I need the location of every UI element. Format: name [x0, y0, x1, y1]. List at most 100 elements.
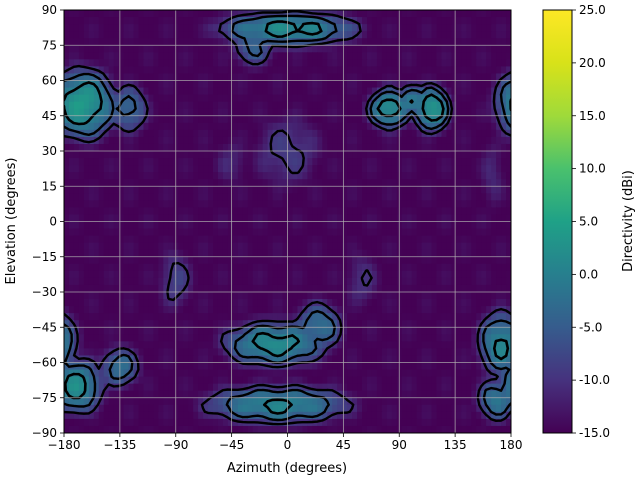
heatmap-cell	[342, 369, 348, 378]
heatmap-cell	[352, 341, 358, 349]
heatmap-cell	[133, 242, 140, 251]
heatmap-cell	[73, 172, 80, 180]
heatmap-cell	[103, 24, 110, 32]
heatmap-cell	[272, 284, 279, 293]
heatmap-cell	[232, 200, 239, 208]
heatmap-cell	[242, 122, 249, 131]
heatmap-cell	[371, 31, 378, 39]
heatmap-cell	[486, 143, 492, 152]
heatmap-cell	[203, 277, 209, 286]
heatmap-cell	[158, 129, 164, 138]
heatmap-cell	[213, 94, 219, 103]
heatmap-cell	[456, 186, 462, 194]
heatmap-cell	[158, 179, 164, 187]
heatmap-cell	[198, 143, 204, 152]
heatmap-cell	[168, 284, 174, 293]
heatmap-cell	[461, 320, 467, 328]
heatmap-cell	[406, 228, 413, 237]
heatmap-cell	[486, 235, 492, 244]
heatmap-cell	[312, 115, 318, 124]
heatmap-cell	[247, 193, 254, 201]
heatmap-cell	[178, 151, 184, 159]
heatmap-cell	[421, 186, 428, 194]
heatmap-cell	[461, 306, 467, 314]
heatmap-cell	[436, 193, 443, 201]
heatmap-cell	[193, 158, 199, 166]
heatmap-cell	[496, 136, 502, 145]
heatmap-cell	[366, 299, 373, 307]
heatmap-cell	[153, 136, 159, 145]
heatmap-cell	[217, 207, 224, 216]
heatmap-cell	[416, 17, 423, 25]
heatmap-cell	[421, 334, 428, 342]
heatmap-cell	[312, 94, 318, 103]
heatmap-cell	[491, 214, 497, 223]
heatmap-cell	[168, 165, 174, 173]
heatmap-cell	[332, 129, 338, 138]
heatmap-cell	[317, 122, 323, 131]
heatmap-cell	[213, 165, 219, 173]
heatmap-cell	[506, 299, 511, 307]
heatmap-cell	[347, 292, 353, 300]
heatmap-cell	[436, 355, 443, 364]
heatmap-cell	[411, 200, 418, 208]
heatmap-cell	[123, 101, 130, 110]
heatmap-cell	[327, 80, 333, 89]
heatmap-cell	[421, 390, 428, 399]
heatmap-cell	[213, 235, 219, 244]
heatmap-cell	[198, 341, 204, 349]
heatmap-cell	[163, 341, 169, 349]
heatmap-cell	[208, 369, 214, 378]
heatmap-cell	[307, 129, 313, 138]
heatmap-cell	[322, 66, 328, 75]
heatmap-cell	[118, 129, 125, 138]
heatmap-cell	[317, 200, 323, 208]
heatmap-cell	[471, 122, 477, 131]
heatmap-cell	[222, 186, 229, 194]
heatmap-cell	[227, 341, 234, 349]
heatmap-cell	[391, 299, 398, 307]
heatmap-cell	[153, 66, 159, 75]
heatmap-cell	[68, 369, 75, 378]
heatmap-cell	[371, 52, 378, 60]
heatmap-cell	[376, 263, 383, 272]
heatmap-cell	[381, 73, 388, 82]
heatmap-cell	[108, 59, 115, 67]
heatmap-cell	[352, 334, 358, 342]
heatmap-cell	[501, 136, 507, 145]
heatmap-cell	[342, 151, 348, 159]
heatmap-cell	[401, 200, 408, 208]
heatmap-cell	[332, 390, 338, 399]
heatmap-cell	[491, 320, 497, 328]
heatmap-cell	[267, 193, 274, 201]
heatmap-cell	[98, 66, 105, 75]
heatmap-cell	[252, 313, 259, 321]
heatmap-cell	[267, 270, 274, 279]
heatmap-cell	[227, 129, 234, 138]
heatmap-cell	[222, 284, 229, 293]
heatmap-cell	[486, 193, 492, 201]
heatmap-cell	[78, 320, 85, 328]
heatmap-cell	[138, 306, 145, 314]
heatmap-cell	[456, 306, 462, 314]
heatmap-cell	[357, 228, 363, 237]
heatmap-cell	[203, 10, 209, 18]
heatmap-cell	[203, 73, 209, 82]
heatmap-cell	[83, 186, 90, 194]
heatmap-cell	[386, 327, 393, 335]
heatmap-cell	[108, 383, 115, 392]
heatmap-cell	[213, 108, 219, 117]
heatmap-cell	[376, 165, 383, 173]
heatmap-cell	[456, 94, 462, 103]
heatmap-cell	[322, 235, 328, 244]
heatmap-cell	[451, 24, 457, 32]
heatmap-cell	[198, 94, 204, 103]
heatmap-cell	[292, 108, 299, 117]
heatmap-cell	[78, 31, 85, 39]
heatmap-cell	[148, 362, 154, 371]
heatmap-cell	[456, 172, 462, 180]
heatmap-cell	[242, 136, 249, 145]
heatmap-cell	[138, 73, 145, 82]
heatmap-cell	[262, 334, 269, 342]
heatmap-cell	[292, 235, 299, 244]
